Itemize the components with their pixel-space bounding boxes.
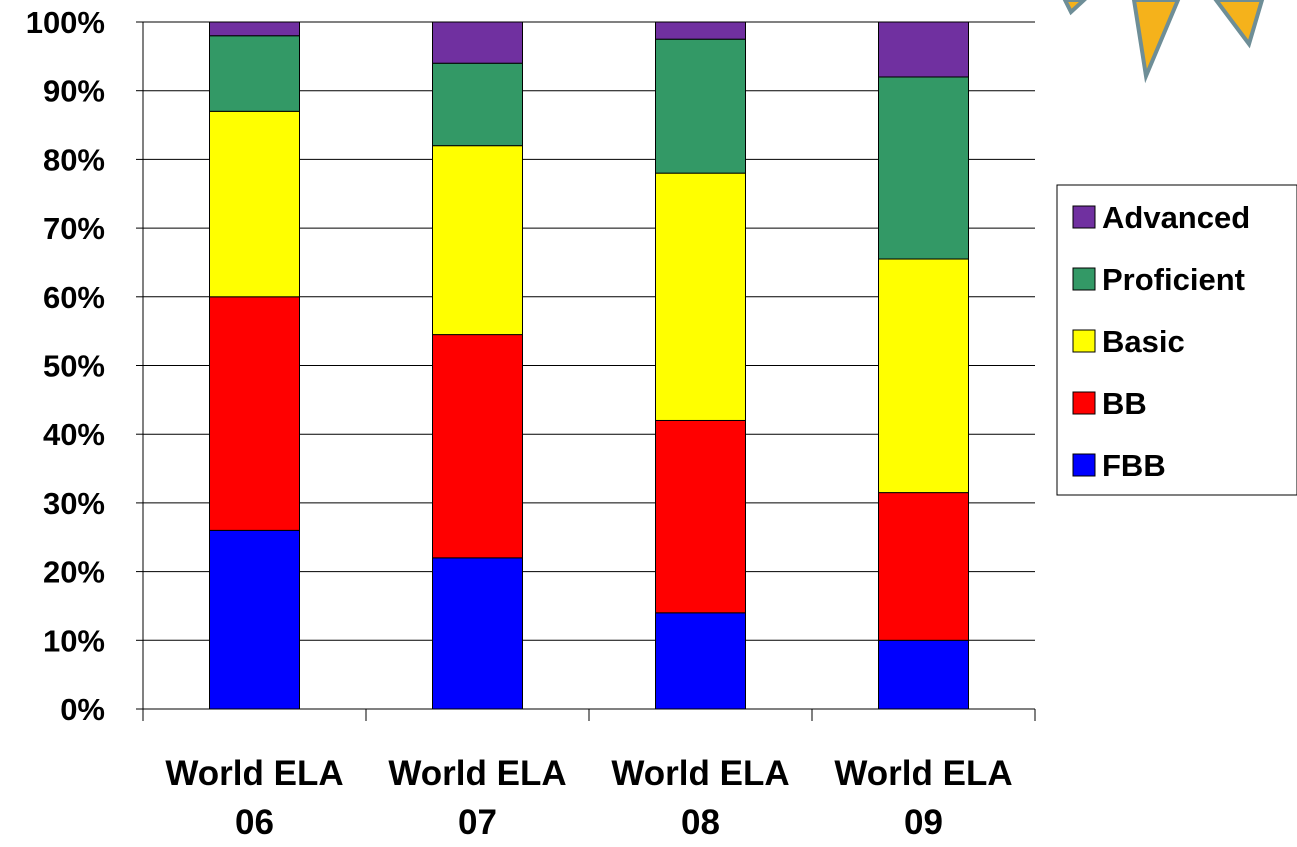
- x-category-label: World ELA: [165, 754, 343, 793]
- x-category-label: 06: [235, 803, 274, 842]
- legend-label: FBB: [1102, 448, 1166, 483]
- bar-segment-proficient: [655, 38, 746, 174]
- chart-legend: Advanced Proficient Basic BB FBB: [1056, 184, 1297, 496]
- bar-segment-basic: [209, 110, 300, 298]
- starburst-decoration: [1062, 0, 1265, 84]
- y-tick-label: 60%: [43, 280, 105, 315]
- x-category-label: World ELA: [834, 754, 1012, 793]
- legend-swatch: [1072, 391, 1096, 415]
- x-category-label: 08: [681, 803, 720, 842]
- y-tick-label: 30%: [43, 486, 105, 521]
- chart-bars: [209, 21, 969, 710]
- x-category-label: World ELA: [611, 754, 789, 793]
- legend-label: BB: [1102, 386, 1147, 421]
- bar-segment-bb: [432, 334, 523, 559]
- bar-segment-fbb: [655, 612, 746, 710]
- bar-segment-proficient: [432, 62, 523, 147]
- bar-segment-basic: [655, 172, 746, 421]
- y-tick-label: 90%: [43, 74, 105, 109]
- bar-segment-basic: [432, 145, 523, 336]
- y-tick-label: 100%: [26, 5, 105, 40]
- y-tick-label: 10%: [43, 623, 105, 658]
- x-category-label: 07: [458, 803, 497, 842]
- bar-segment-proficient: [878, 76, 969, 260]
- x-category-label: World ELA: [388, 754, 566, 793]
- x-category-label: 09: [904, 803, 943, 842]
- legend-swatch: [1072, 329, 1096, 353]
- bar-segment-fbb: [432, 557, 523, 710]
- bar-segment-bb: [878, 492, 969, 641]
- bar-segment-bb: [655, 419, 746, 614]
- bar-segment-advanced: [655, 21, 746, 40]
- legend-label: Proficient: [1102, 262, 1245, 297]
- legend-swatch: [1072, 453, 1096, 477]
- bar-segment-advanced: [878, 21, 969, 78]
- legend-swatch: [1072, 205, 1096, 229]
- y-axis-tick-labels: 0% 10% 20% 30% 40% 50% 60% 70% 80% 90% 100%: [26, 5, 105, 727]
- legend-swatch: [1072, 267, 1096, 291]
- bar-segment-fbb: [878, 639, 969, 710]
- starburst-point: [1062, 0, 1087, 16]
- y-tick-label: 70%: [43, 211, 105, 246]
- starburst-point: [1213, 0, 1265, 49]
- bar-segment-advanced: [209, 21, 300, 37]
- y-tick-label: 80%: [43, 142, 105, 177]
- starburst-point: [1131, 0, 1181, 84]
- x-axis-category-labels: World ELA 06 World ELA 07 World ELA 08 World E…: [165, 754, 1012, 842]
- y-tick-label: 40%: [43, 417, 105, 452]
- legend-label: Basic: [1102, 324, 1185, 359]
- bar-segment-proficient: [209, 35, 300, 112]
- chart-axes: [142, 22, 1036, 721]
- bar-segment-fbb: [209, 529, 300, 710]
- bar-segment-bb: [209, 296, 300, 531]
- y-tick-label: 50%: [43, 349, 105, 384]
- y-tick-label: 20%: [43, 555, 105, 590]
- y-tick-label: 0%: [60, 692, 105, 727]
- legend-frame: [1056, 184, 1297, 496]
- legend-label: Advanced: [1102, 200, 1250, 235]
- bar-segment-advanced: [432, 21, 523, 64]
- bar-segment-basic: [878, 258, 969, 494]
